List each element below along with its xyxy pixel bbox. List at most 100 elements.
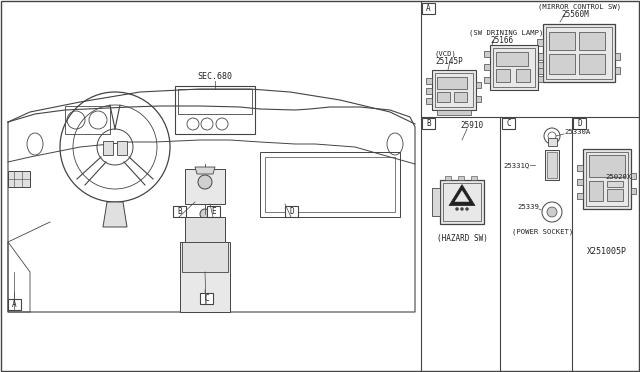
Bar	[577, 165, 583, 171]
Bar	[537, 67, 543, 74]
Bar	[607, 181, 623, 187]
Bar	[589, 155, 625, 177]
Text: B: B	[177, 207, 182, 216]
Bar	[549, 32, 575, 50]
Bar	[65, 106, 110, 134]
Bar	[615, 53, 620, 60]
Bar	[260, 152, 400, 217]
Bar	[583, 149, 631, 209]
Bar	[589, 181, 603, 201]
Bar	[577, 179, 583, 185]
Text: C: C	[506, 119, 511, 128]
Bar	[484, 64, 490, 70]
Bar	[490, 45, 538, 90]
Bar	[103, 141, 113, 155]
Circle shape	[456, 208, 458, 211]
Bar	[496, 52, 528, 66]
Bar	[547, 152, 557, 178]
Bar	[493, 48, 535, 87]
Text: 25339: 25339	[517, 204, 539, 210]
Bar	[437, 110, 471, 115]
Bar	[422, 118, 435, 129]
Bar	[586, 152, 628, 206]
Bar	[200, 293, 213, 304]
Bar	[432, 188, 440, 216]
Bar	[426, 98, 432, 104]
Bar	[496, 69, 510, 82]
Bar	[516, 69, 530, 82]
Bar	[285, 206, 298, 217]
Bar	[185, 217, 225, 242]
Bar	[178, 89, 252, 114]
Bar	[471, 176, 477, 180]
Text: (POWER SOCKET): (POWER SOCKET)	[513, 229, 573, 235]
Text: B: B	[426, 119, 431, 128]
Text: 25330A: 25330A	[564, 129, 590, 135]
Bar	[458, 176, 464, 180]
Text: 25166: 25166	[490, 35, 513, 45]
Bar	[537, 39, 543, 46]
Bar	[437, 92, 450, 102]
Bar	[437, 77, 467, 89]
Bar	[631, 173, 636, 179]
Bar	[543, 24, 615, 82]
Bar	[185, 169, 225, 204]
Bar	[432, 70, 476, 110]
Bar	[445, 176, 451, 180]
Circle shape	[547, 207, 557, 217]
Bar	[577, 193, 583, 199]
Bar	[579, 54, 605, 74]
Text: (HAZARD SW): (HAZARD SW)	[436, 234, 488, 243]
Bar	[502, 118, 515, 129]
Bar	[548, 138, 557, 146]
Circle shape	[465, 208, 468, 211]
Bar	[426, 88, 432, 94]
Bar	[435, 73, 473, 107]
Bar	[182, 242, 228, 272]
Polygon shape	[455, 190, 469, 202]
Text: (MIRROR CONTROL SW): (MIRROR CONTROL SW)	[538, 4, 621, 10]
Bar	[476, 96, 481, 102]
Bar	[538, 62, 543, 68]
Bar	[8, 171, 30, 187]
Circle shape	[200, 209, 210, 219]
Bar	[537, 53, 543, 60]
Bar	[545, 150, 559, 180]
Text: SEC.680: SEC.680	[198, 71, 232, 80]
Text: E: E	[211, 207, 216, 216]
Polygon shape	[180, 242, 230, 312]
Text: C: C	[204, 294, 209, 303]
Bar	[607, 189, 623, 201]
Bar	[426, 78, 432, 84]
Bar	[207, 206, 220, 217]
Bar	[175, 86, 255, 134]
Bar	[443, 183, 481, 221]
Polygon shape	[195, 167, 215, 174]
Text: D: D	[289, 207, 294, 216]
Bar	[484, 51, 490, 57]
Bar	[8, 299, 21, 310]
Bar	[579, 32, 605, 50]
Text: 25020X: 25020X	[605, 174, 632, 180]
Bar	[173, 206, 186, 217]
Bar	[631, 188, 636, 194]
Polygon shape	[449, 185, 475, 206]
Text: D: D	[577, 119, 582, 128]
Circle shape	[461, 208, 463, 211]
Bar	[265, 157, 395, 212]
Bar	[440, 180, 484, 224]
Text: 25331Q: 25331Q	[504, 162, 530, 168]
Polygon shape	[103, 202, 127, 227]
Bar	[538, 76, 543, 82]
Bar	[422, 3, 435, 14]
Bar	[615, 67, 620, 74]
Text: 25910: 25910	[460, 121, 484, 129]
Bar	[546, 27, 612, 79]
Bar	[117, 141, 127, 155]
Text: (VCD): (VCD)	[435, 51, 457, 57]
Bar	[476, 82, 481, 88]
Text: X251005P: X251005P	[587, 247, 627, 257]
Bar	[484, 77, 490, 83]
Text: (SW DRINING LAMP): (SW DRINING LAMP)	[469, 30, 543, 36]
Bar	[573, 118, 586, 129]
